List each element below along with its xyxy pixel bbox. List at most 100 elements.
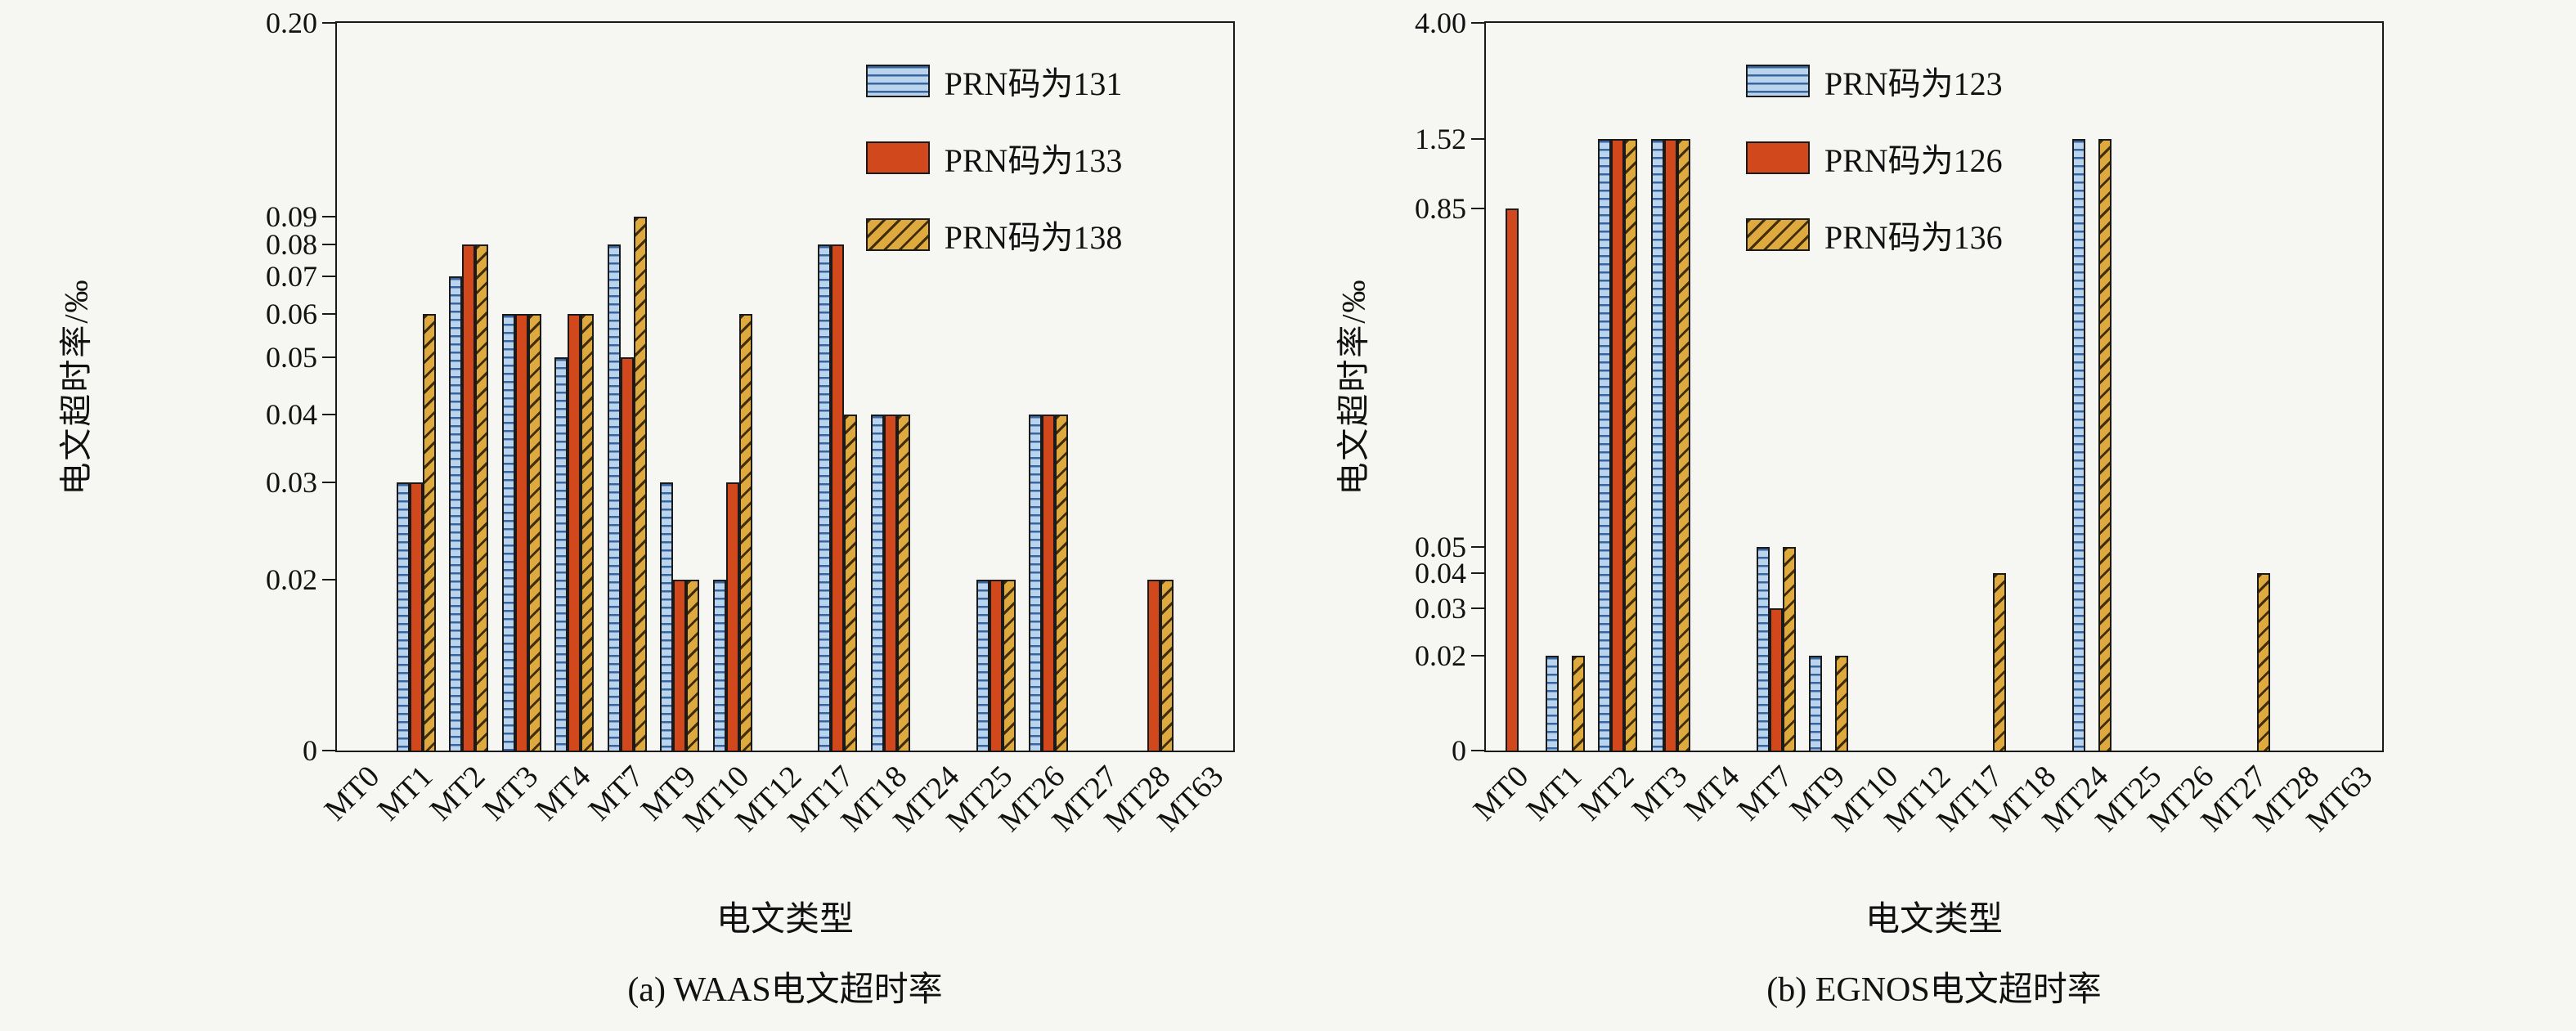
bar	[989, 579, 1003, 751]
legend: PRN码为123 PRN码为126 PRN码为136	[1745, 57, 2003, 258]
bar	[673, 579, 687, 751]
bar	[1029, 414, 1043, 751]
bar	[1769, 607, 1783, 751]
legend-item: PRN码为126	[1745, 134, 2003, 182]
bar	[1545, 656, 1559, 751]
bar	[449, 276, 463, 751]
bar	[568, 314, 581, 751]
legend-label: PRN码为138	[944, 219, 1123, 256]
bar	[712, 579, 726, 751]
legend-swatch	[1745, 65, 1810, 97]
x-tick-label-text: MT2	[424, 759, 492, 828]
y-tick-mark	[322, 22, 335, 24]
y-tick-mark	[1471, 545, 1484, 548]
y-tick-label: 0.03	[266, 465, 317, 499]
bar	[581, 314, 595, 751]
y-tick-label: 0	[1452, 734, 1466, 767]
legend-item: PRN码为136	[1745, 211, 2003, 258]
legend-label: PRN码为123	[1824, 65, 2003, 102]
bar	[831, 244, 845, 751]
bar	[1506, 208, 1519, 751]
y-tick-label: 0.85	[1415, 191, 1466, 225]
y-axis-title: 电文超时率/‰	[49, 23, 98, 751]
legend: PRN码为131 PRN码为133 PRN码为138	[865, 57, 1123, 258]
chart-caption: (b) EGNOS电文超时率	[1766, 971, 2102, 1009]
x-tick-label-text: MT1	[1519, 759, 1588, 828]
chart-caption: (a) WAAS电文超时率	[627, 971, 943, 1009]
y-tick-label: 4.00	[1415, 7, 1466, 39]
bar	[686, 579, 700, 751]
bar	[1663, 138, 1677, 751]
x-tick-label-text: MT4	[1677, 759, 1747, 828]
y-tick-label: 1.52	[1415, 122, 1466, 155]
legend-item: PRN码为123	[1745, 57, 2003, 105]
bar	[409, 482, 423, 751]
bar	[1650, 138, 1664, 751]
y-tick-label: 0.06	[266, 298, 317, 330]
y-tick-mark	[1471, 207, 1484, 209]
plot-area: 电文超时率/‰ PRN码为123 PRN码为126 PRN码为136 MT0 MT1 M…	[1335, 8, 2384, 1009]
x-tick-label-text: MT3	[476, 759, 545, 828]
y-tick-mark	[1471, 607, 1484, 609]
x-tick-label-text: MT0	[1467, 759, 1536, 828]
bar	[527, 314, 541, 751]
bar	[2256, 572, 2270, 751]
x-axis-title: 电文类型	[716, 901, 854, 939]
bar	[1042, 414, 1056, 751]
y-tick-mark	[1471, 655, 1484, 657]
bar	[422, 314, 436, 751]
bar	[1611, 138, 1625, 751]
y-tick-label: 0	[303, 734, 317, 767]
y-tick-mark	[322, 244, 335, 246]
x-tick-label-text: MT4	[528, 759, 598, 828]
bar	[501, 314, 515, 751]
bar	[1160, 579, 1174, 751]
y-tick-mark	[322, 481, 335, 483]
y-tick-mark	[1471, 22, 1484, 24]
legend-swatch	[865, 218, 930, 251]
bar	[396, 482, 410, 751]
y-tick-mark	[322, 356, 335, 359]
bar	[1809, 656, 1823, 751]
bar	[554, 357, 568, 751]
bar	[1624, 138, 1638, 751]
y-tick-label: 0.07	[266, 259, 317, 293]
y-tick-mark	[1471, 572, 1484, 574]
legend-label: PRN码为126	[1824, 142, 2003, 179]
bar	[475, 244, 489, 751]
bar	[1598, 138, 1612, 751]
y-tick-label: 0.09	[266, 199, 317, 233]
bar	[883, 414, 897, 751]
x-tick-label-text: MT2	[1573, 759, 1641, 828]
x-tick-label-text: MT7	[581, 759, 650, 828]
legend-item: PRN码为133	[865, 134, 1122, 182]
y-tick-mark	[322, 313, 335, 315]
y-axis-title-text: 电文超时率/‰	[1335, 278, 1372, 495]
y-axis-title-text: 电文超时率/‰	[58, 278, 95, 495]
legend-item: PRN码为138	[865, 211, 1123, 258]
legend-item: PRN码为131	[865, 57, 1123, 105]
chart-waas-timeout-rate: 电文超时率/‰ PRN码为131 PRN码为133 PRN码为138 MT0 MT1 M…	[58, 8, 1235, 1009]
bar	[818, 244, 832, 751]
y-tick-label: 0.08	[266, 228, 317, 262]
y-tick-label: 0.04	[266, 397, 317, 431]
y-tick-label: 0.02	[266, 563, 317, 596]
y-tick-label: 0.05	[266, 341, 317, 374]
y-tick-mark	[322, 275, 335, 277]
y-tick-label: 0.03	[1415, 591, 1466, 625]
bar	[1147, 579, 1161, 751]
x-tick-label-text: MT0	[318, 759, 387, 828]
bar	[462, 244, 476, 751]
bar	[976, 579, 990, 751]
bar	[1055, 414, 1069, 751]
bar	[633, 216, 647, 751]
legend-label: PRN码为131	[944, 65, 1123, 102]
bar	[725, 482, 739, 751]
bar	[738, 314, 752, 751]
bar	[1993, 572, 2007, 751]
plot-area: 电文超时率/‰ PRN码为131 PRN码为133 PRN码为138 MT0 MT1 M…	[58, 8, 1235, 1009]
y-tick-label: 0.05	[1415, 530, 1466, 563]
chart-egnos-timeout-rate: 电文超时率/‰ PRN码为123 PRN码为126 PRN码为136 MT0 MT1 M…	[1288, 0, 2576, 1031]
bar	[1835, 656, 1849, 751]
y-tick-mark	[1471, 137, 1484, 140]
